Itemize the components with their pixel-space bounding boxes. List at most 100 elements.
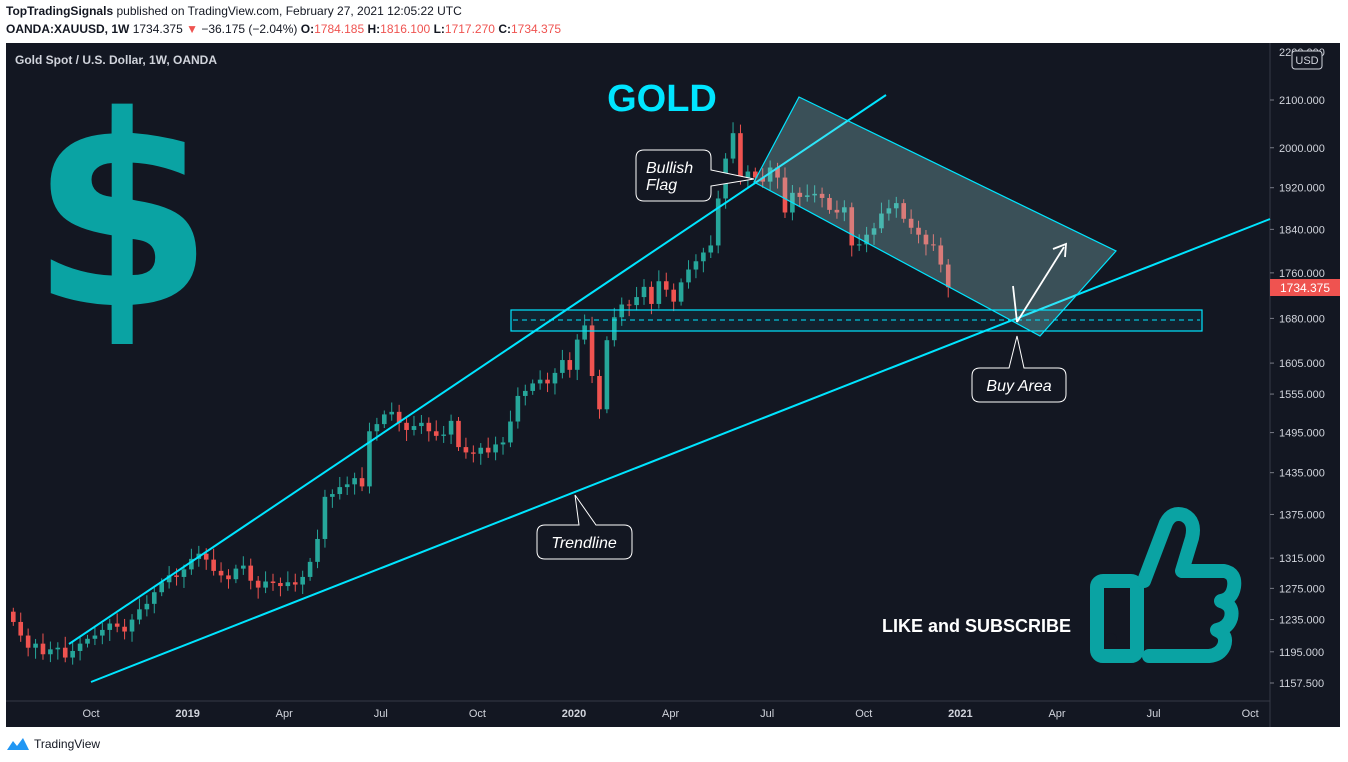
candle-body	[174, 575, 179, 577]
price-axis[interactable]: 2100.000 2000.000 1920.000 1840.000 1760.000…	[1270, 95, 1325, 690]
candle-body	[330, 494, 335, 497]
candle-body	[211, 559, 216, 571]
publish-header: TopTradingSignals published on TradingVi…	[6, 4, 462, 18]
price-chart[interactable]: Gold Spot / U.S. Dollar, 1W, OANDA $ GOL…	[6, 43, 1340, 727]
candle-body	[374, 424, 380, 432]
candle-body	[315, 538, 320, 562]
candle-body	[40, 643, 46, 655]
time-tick-label: Oct	[1242, 708, 1259, 720]
candle-body	[337, 487, 343, 495]
footer-brand[interactable]: TradingView	[34, 737, 101, 751]
candle-body	[166, 575, 172, 583]
published-text: published on TradingView.com, February 2…	[116, 4, 462, 18]
candle-body	[471, 452, 476, 454]
bullish-flag-label-2: Flag	[646, 177, 677, 194]
candle-body	[218, 570, 224, 576]
footer: TradingView	[6, 735, 100, 753]
thumbs-up-icon	[1090, 507, 1242, 663]
close-value: 1734.375	[510, 22, 562, 36]
low-label: L:	[433, 22, 445, 36]
candle-body	[738, 133, 743, 178]
candle-body	[62, 647, 68, 658]
time-tick-label: Apr	[662, 708, 679, 720]
candle-body	[25, 635, 31, 648]
candle-body	[597, 375, 602, 410]
thumb-button-dot	[1105, 633, 1117, 645]
price-tick-label: 2100.000	[1279, 95, 1325, 107]
candle-body	[11, 611, 16, 622]
candle-body	[255, 580, 261, 588]
candle-body	[367, 431, 372, 487]
currency-badge[interactable]	[1291, 50, 1323, 70]
price-change: −36.175 (−2.04%)	[201, 22, 298, 36]
candle-body	[433, 431, 439, 436]
candle-body	[456, 420, 461, 448]
trendline[interactable]	[90, 218, 1271, 683]
author-name[interactable]: TopTradingSignals	[6, 4, 114, 18]
price-tick-label: 1157.500	[1279, 678, 1324, 690]
time-axis[interactable]: Oct 2019 Apr Jul Oct 2020 Apr Jul Oct 2021 Apr Jul O…	[82, 708, 1258, 720]
candle-body	[55, 647, 61, 650]
time-tick-label: Jul	[1147, 708, 1161, 720]
candle-body	[938, 245, 944, 265]
bullish-flag-label-1: Bullish	[646, 160, 693, 177]
candle-body	[901, 203, 906, 219]
time-tick-label: Oct	[469, 708, 486, 720]
symbol-name: OANDA:XAUUSD, 1W	[6, 22, 130, 36]
price-tick-label: 1680.000	[1279, 313, 1325, 325]
time-tick-label: Apr	[276, 708, 293, 720]
like-subscribe-text: LIKE and SUBSCRIBE	[882, 616, 1071, 636]
candle-body	[107, 623, 113, 630]
candle-body	[908, 218, 914, 228]
candle-body	[849, 207, 855, 246]
candle-body	[530, 383, 535, 391]
candle-body	[226, 575, 231, 580]
candle-body	[693, 261, 699, 270]
candle-body	[656, 281, 662, 304]
candle-body	[893, 203, 899, 209]
price-tick-label: 1235.000	[1279, 615, 1325, 627]
bullish-flag-callout[interactable]	[635, 149, 755, 202]
candle-body	[322, 496, 328, 539]
time-tick-label: Jul	[760, 708, 774, 720]
arrow-head-icon	[1052, 242, 1068, 258]
buy-area-callout[interactable]	[971, 335, 1067, 403]
candle-body	[307, 561, 313, 577]
time-tick-label: Jul	[374, 708, 388, 720]
tradingview-logo-icon[interactable]	[6, 737, 30, 751]
time-tick-label: Apr	[1048, 708, 1065, 720]
candle-body	[582, 325, 587, 340]
candle-body	[931, 244, 936, 246]
candle-body	[382, 414, 387, 425]
candle-body	[122, 626, 127, 632]
candle-body	[730, 133, 736, 159]
down-arrow-icon: ▼	[186, 22, 198, 36]
candle-body	[812, 193, 817, 196]
price-tick-label: 1605.000	[1279, 358, 1325, 370]
drop-arrow	[1012, 285, 1018, 323]
candle-body	[270, 581, 276, 584]
time-tick-label: 2020	[562, 708, 586, 720]
trendline-label: Trendline	[551, 535, 617, 552]
price-tick-label: 1375.000	[1279, 509, 1325, 521]
candle-body	[463, 447, 469, 453]
candle-body	[663, 281, 669, 290]
bullish-flag-channel[interactable]	[753, 96, 1117, 337]
price-tick-label: 1315.000	[1279, 553, 1325, 565]
candle-body	[203, 553, 209, 560]
open-label: O:	[300, 22, 315, 36]
trendline-callout[interactable]	[536, 494, 633, 560]
candle-body	[278, 583, 283, 587]
candle-body	[500, 442, 506, 445]
candle-body	[285, 582, 291, 587]
upper-wedge-line[interactable]	[68, 94, 887, 645]
candle-body	[604, 340, 610, 410]
candle-body	[671, 289, 676, 302]
candle-body	[775, 167, 780, 178]
candle-body	[626, 304, 632, 306]
time-tick-label: Oct	[855, 708, 872, 720]
currency-badge-label: USD	[1295, 55, 1318, 67]
time-tick-label: 2019	[175, 708, 199, 720]
price-tick-label: 1840.000	[1279, 224, 1325, 236]
candle-body	[159, 582, 164, 593]
